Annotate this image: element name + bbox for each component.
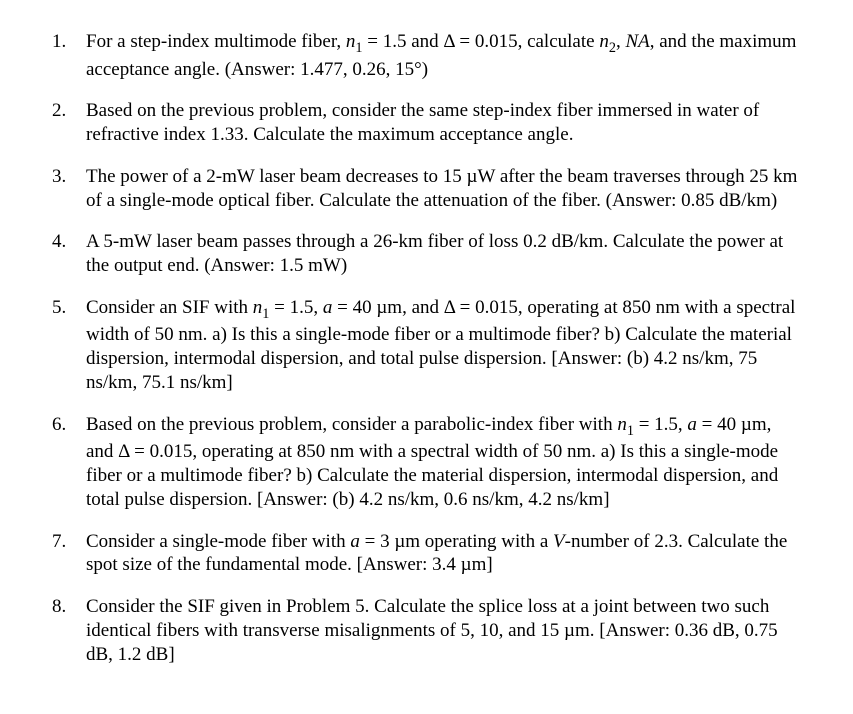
problem-list: For a step-index multimode fiber, n1 = 1… <box>40 30 803 666</box>
problem-text: Consider the SIF given in Problem 5. Cal… <box>86 596 778 665</box>
problem-text: Based on the previous problem, consider … <box>86 100 759 145</box>
problem-item: A 5-mW laser beam passes through a 26-km… <box>86 230 803 278</box>
problem-item: Based on the previous problem, consider … <box>86 413 803 512</box>
problem-text: For a step-index multimode fiber, n1 = 1… <box>86 31 796 80</box>
problem-item: For a step-index multimode fiber, n1 = 1… <box>86 30 803 81</box>
problem-text: Consider an SIF with n1 = 1.5, a = 40 µm… <box>86 297 795 393</box>
problem-text: Based on the previous problem, consider … <box>86 414 778 510</box>
page: For a step-index multimode fiber, n1 = 1… <box>0 0 853 714</box>
problem-text: The power of a 2-mW laser beam decreases… <box>86 166 797 211</box>
problem-item: The power of a 2-mW laser beam decreases… <box>86 165 803 213</box>
problem-item: Based on the previous problem, consider … <box>86 99 803 147</box>
problem-text: A 5-mW laser beam passes through a 26-km… <box>86 231 783 276</box>
problem-text: Consider a single-mode fiber with a = 3 … <box>86 531 787 576</box>
problem-item: Consider a single-mode fiber with a = 3 … <box>86 530 803 578</box>
problem-item: Consider the SIF given in Problem 5. Cal… <box>86 595 803 666</box>
problem-item: Consider an SIF with n1 = 1.5, a = 40 µm… <box>86 296 803 395</box>
